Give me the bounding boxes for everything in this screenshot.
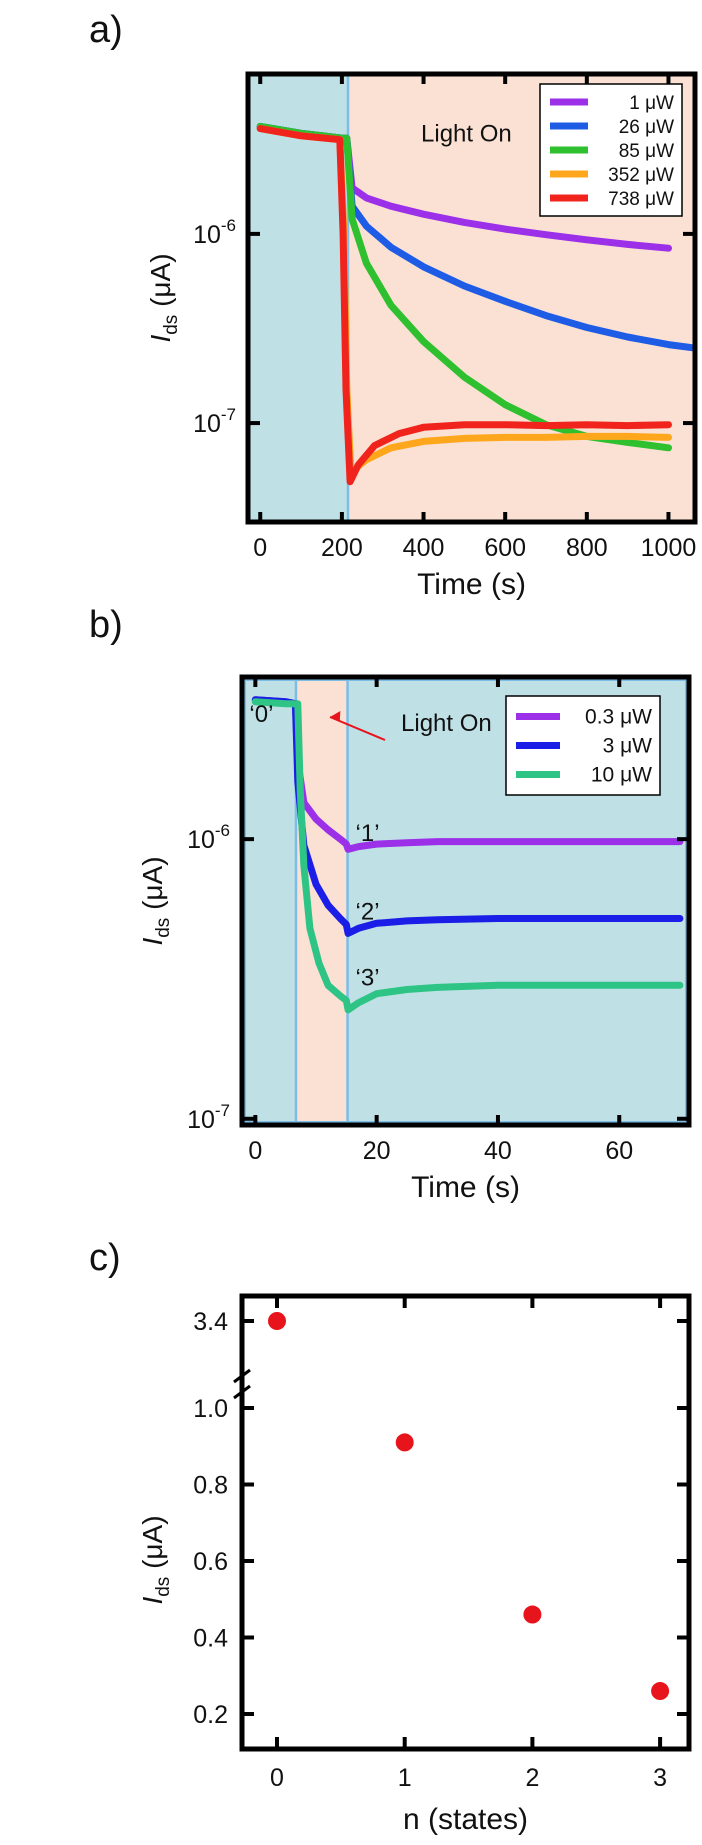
- panel-c-point-3: [651, 1682, 670, 1701]
- panel-b-y-tick-label-1: 10-7: [187, 1101, 230, 1134]
- panel-c-point-0: [268, 1312, 286, 1330]
- panel-a-y-tick-label-0: 10-6: [193, 216, 236, 249]
- panel-c-point-2: [523, 1605, 542, 1624]
- panel-b-x-tick-label-3: 60: [605, 1137, 633, 1165]
- panel-b-annotation-3: ‘2’: [356, 899, 380, 926]
- panel-b-annotation-4: ‘3’: [356, 965, 380, 992]
- panel-b-annotation-arrowhead: [330, 711, 341, 722]
- panel-a-annotation-0: Light On: [421, 120, 512, 147]
- panel-b-x-tick-label-1: 20: [363, 1137, 391, 1165]
- panel-c-x-tick-label-1: 1: [398, 1764, 412, 1792]
- panel-a-x-tick-label-2: 400: [403, 534, 445, 562]
- panel-a-chart: 0 200 400 600 800 1000 10-6 10-7 1 μW 26 μW 85 μW…: [145, 71, 698, 601]
- panel-c-y-tick-label-0: 0.2: [193, 1701, 228, 1729]
- panel-label-c: c): [89, 1237, 121, 1279]
- panel-b-legend-label-2: 10 μW: [591, 764, 652, 787]
- panel-c-y-axis-label: Ids (μA): [137, 1515, 174, 1604]
- panel-a-frame: [245, 71, 698, 525]
- panel-a-legend-label-2: 85 μW: [619, 141, 674, 162]
- panel-b-annotation-1: ‘0’: [249, 701, 273, 728]
- panel-b-legend-label-1: 3 μW: [603, 735, 653, 758]
- panel-a-x-tick-label-0: 0: [253, 534, 267, 562]
- panel-label-b: b): [89, 604, 123, 646]
- panel-c-x-tick-label-2: 2: [525, 1764, 539, 1792]
- panel-a-x-tick-label-4: 800: [566, 534, 608, 562]
- panel-a-x-tick-label-1: 200: [321, 534, 363, 562]
- panel-label-a: a): [89, 9, 123, 51]
- panel-a-legend-label-3: 352 μW: [608, 165, 674, 186]
- panel-b-frame: [239, 674, 692, 1128]
- panel-b-region-0: [242, 677, 296, 1125]
- panel-c-x-tick-label-3: 3: [653, 1764, 667, 1792]
- panel-a-series-4-line: [256, 125, 672, 486]
- panel-a-region-0: [248, 74, 349, 522]
- panel-b-annotation-0: Light On: [401, 710, 492, 737]
- panel-c-y-tick-label-3: 0.8: [193, 1472, 228, 1500]
- panel-a-y-axis-label: Ids (μA): [145, 253, 182, 342]
- panel-b-x-axis-label: Time (s): [411, 1171, 520, 1204]
- panel-c-y-tick-label-4: 1.0: [193, 1395, 228, 1423]
- panel-c-y-tick-label-1: 0.4: [193, 1625, 228, 1653]
- panel-b-inner-border: [244, 679, 687, 1123]
- panel-c-y-tick-label-2: 0.6: [193, 1548, 228, 1576]
- panel-b-x-tick-label-2: 40: [484, 1137, 512, 1165]
- panel-b-chart: 0 20 40 60 10-6 10-7 0.3 μW 3 μW 10 μW Light On…: [137, 674, 692, 1204]
- panel-a-x-tick-label-5: 1000: [641, 534, 697, 562]
- panel-b-y-axis-label: Ids (μA): [137, 856, 174, 945]
- panel-a-legend-label-4: 738 μW: [608, 189, 674, 210]
- panel-a-x-axis-label: Time (s): [417, 568, 526, 601]
- panel-b-legend-label-0: 0.3 μW: [585, 706, 652, 729]
- panel-b-x-tick-label-0: 0: [248, 1137, 262, 1165]
- panel-c-x-axis-label: n (states): [403, 1803, 528, 1836]
- panel-b-y-tick-label-0: 10-6: [187, 821, 230, 854]
- panel-a-legend-label-0: 1 μW: [629, 93, 674, 114]
- panel-c-x-tick-label-0: 0: [270, 1764, 284, 1792]
- panel-c-y-tick-label-5: 3.4: [193, 1308, 228, 1336]
- panel-a-x-tick-label-3: 600: [484, 534, 526, 562]
- panel-b-series-2-line: [251, 698, 684, 1014]
- panel-a-y-tick-label-1: 10-7: [193, 405, 236, 438]
- panel-c-point-1: [395, 1433, 414, 1452]
- panel-b-annotation-2: ‘1’: [356, 820, 380, 847]
- panel-c-frame: [239, 1293, 692, 1752]
- panel-a-legend-label-1: 26 μW: [619, 117, 674, 138]
- panel-c-chart: 0 1 2 3 0.2 0.4 0.6 0.8 1.0 3.4 n (states) Ids (μA…: [137, 1293, 692, 1836]
